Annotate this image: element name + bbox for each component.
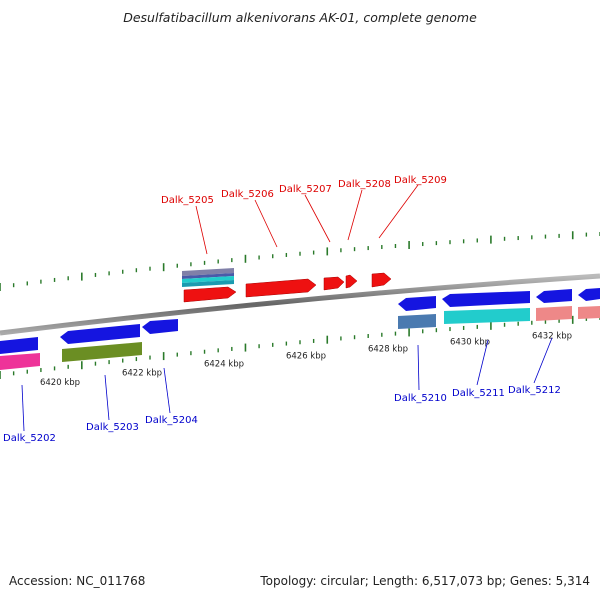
gene-label-dalk-5209[interactable]: Dalk_5209 (394, 175, 447, 186)
gene-arrow-dalk-5210[interactable] (398, 296, 436, 329)
tick-labels: 6420 kbp 6422 kbp 6424 kbp 6426 kbp 6428 kbp… (40, 331, 572, 387)
gene-arrow-dalk-5208[interactable] (345, 274, 358, 289)
gene-label-dalk-5207[interactable]: Dalk_5207 (279, 184, 332, 195)
gene-label-dalk-5212[interactable]: Dalk_5212 (508, 385, 561, 396)
gene-label-dalk-5205[interactable]: Dalk_5205 (161, 195, 214, 206)
tick-label: 6428 kbp (368, 344, 408, 354)
gene-label-dalk-5204[interactable]: Dalk_5204 (145, 415, 198, 426)
gene-arrow-dalk-5205[interactable] (183, 286, 237, 303)
gene-arrow-dalk-5203[interactable] (60, 324, 142, 362)
gene-arrow-dalk-5207[interactable] (323, 276, 345, 291)
gene-label-dalk-5210[interactable]: Dalk_5210 (394, 393, 447, 404)
ticks-bottom (0, 315, 600, 379)
ticks-top (0, 231, 600, 291)
label-leaders (21, 184, 553, 432)
gene-label-dalk-5211[interactable]: Dalk_5211 (452, 388, 505, 399)
genome-title: Desulfatibacillum alkenivorans AK-01, co… (123, 10, 477, 25)
top-strand-genes (182, 268, 392, 303)
gene-label-dalk-5202[interactable]: Dalk_5202 (3, 433, 56, 444)
gene-arrow-dalk-5209[interactable] (371, 272, 392, 288)
tick-label: 6422 kbp (122, 368, 162, 378)
tick-label: 6430 kbp (450, 337, 490, 347)
gene-arrow-dalk-5202[interactable] (0, 337, 40, 370)
gene-feature-stack[interactable] (182, 268, 234, 287)
gene-arrow-dalk-5204[interactable] (142, 319, 178, 334)
gene-arrow-next[interactable] (578, 288, 600, 319)
tick-label: 6420 kbp (40, 378, 80, 388)
gene-labels-top: Dalk_5205 Dalk_5206 Dalk_5207 Dalk_5208 … (161, 175, 447, 206)
genome-summary-text: Topology: circular; Length: 6,517,073 bp… (260, 574, 590, 588)
gene-arrow-dalk-5212[interactable] (536, 289, 572, 321)
bottom-strand-genes (0, 288, 600, 370)
gene-arrow-dalk-5211[interactable] (442, 291, 530, 324)
gene-label-dalk-5203[interactable]: Dalk_5203 (86, 422, 139, 433)
gene-arrow-dalk-5206[interactable] (245, 278, 317, 298)
genome-backbone (0, 273, 600, 336)
tick-label: 6432 kbp (532, 331, 572, 341)
accession-text: Accession: NC_011768 (9, 574, 146, 588)
gene-label-dalk-5208[interactable]: Dalk_5208 (338, 179, 391, 190)
gene-label-dalk-5206[interactable]: Dalk_5206 (221, 189, 274, 200)
tick-label: 6424 kbp (204, 360, 244, 370)
tick-label: 6426 kbp (286, 352, 326, 362)
gene-labels-bottom: Dalk_5202 Dalk_5203 Dalk_5204 Dalk_5210 … (3, 385, 561, 444)
